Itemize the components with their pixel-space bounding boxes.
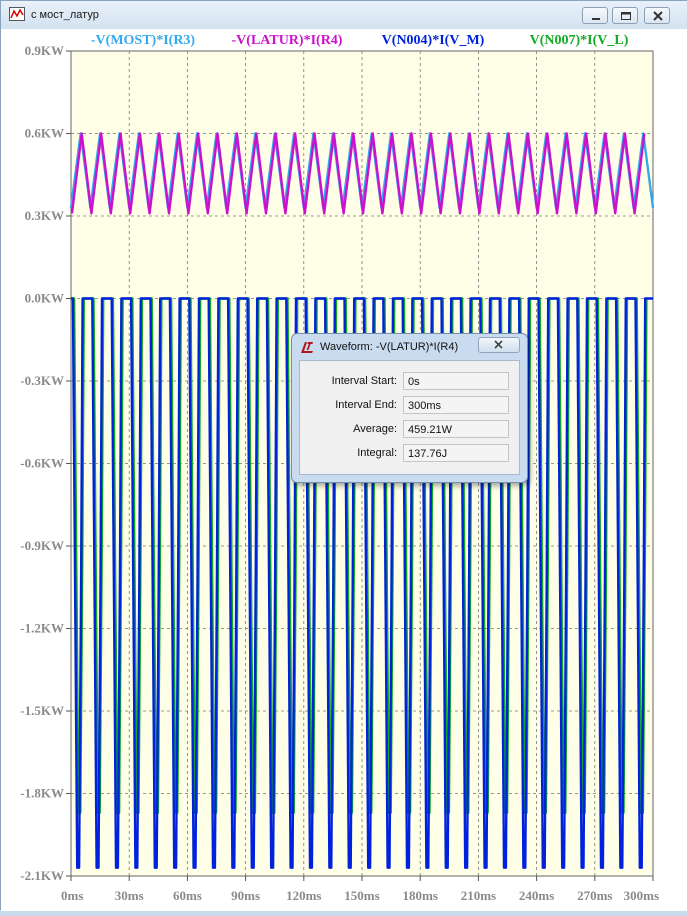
close-button[interactable] bbox=[644, 7, 670, 24]
dialog-body: Interval Start: 0s Interval End: 300ms A… bbox=[299, 360, 520, 475]
y-tick-label: 0.6KW bbox=[25, 126, 64, 141]
dialog-close-button[interactable] bbox=[478, 337, 520, 353]
legend-entry[interactable]: -V(MOST)*I(R3) bbox=[91, 33, 196, 48]
x-tick-label: 240ms bbox=[519, 888, 554, 903]
waveform-measure-dialog: Waveform: -V(LATUR)*I(R4) Interval Start… bbox=[291, 333, 528, 483]
ltspice-logo-icon bbox=[301, 342, 313, 353]
maximize-button[interactable] bbox=[612, 7, 638, 24]
y-tick-label: -2.1KW bbox=[20, 868, 64, 883]
x-tick-label: 300ms bbox=[624, 888, 659, 903]
interval-end-label: Interval End: bbox=[335, 399, 397, 411]
interval-start-label: Interval Start: bbox=[331, 375, 397, 387]
interval-end-field[interactable]: 300ms bbox=[403, 396, 509, 414]
close-icon bbox=[494, 340, 503, 349]
plot-area: -V(MOST)*I(R3) -V(LATUR)*I(R4) V(N004)*I(V… bbox=[1, 29, 687, 911]
y-tick-label: -1.8KW bbox=[20, 786, 64, 801]
y-tick-label: -1.2KW bbox=[20, 621, 64, 636]
legend-entry[interactable]: V(N007)*I(V_L) bbox=[530, 33, 629, 48]
y-tick-label: -1.5KW bbox=[20, 703, 64, 718]
y-tick-label: 0.3KW bbox=[25, 208, 64, 223]
x-tick-label: 210ms bbox=[461, 888, 496, 903]
x-tick-label: 90ms bbox=[231, 888, 260, 903]
y-tick-label: 0.0KW bbox=[25, 291, 64, 306]
x-tick-label: 0ms bbox=[61, 888, 83, 903]
legend-entry[interactable]: -V(LATUR)*I(R4) bbox=[232, 33, 343, 48]
integral-label: Integral: bbox=[357, 447, 397, 459]
x-tick-label: 60ms bbox=[173, 888, 202, 903]
dialog-title: Waveform: -V(LATUR)*I(R4) bbox=[320, 341, 459, 353]
close-icon bbox=[653, 11, 663, 21]
interval-start-field[interactable]: 0s bbox=[403, 372, 509, 390]
integral-field[interactable]: 137.76J bbox=[403, 444, 509, 462]
trace-2[interactable] bbox=[70, 132, 646, 215]
maximize-icon bbox=[621, 12, 631, 20]
x-tick-label: 180ms bbox=[403, 888, 438, 903]
x-tick-label: 150ms bbox=[344, 888, 379, 903]
y-tick-label: -0.6KW bbox=[20, 456, 64, 471]
title-bar[interactable]: с мост_латур bbox=[1, 1, 687, 29]
window-title: с мост_латур bbox=[31, 9, 99, 21]
minimize-icon bbox=[592, 18, 600, 20]
average-label: Average: bbox=[353, 423, 397, 435]
x-tick-label: 120ms bbox=[286, 888, 321, 903]
legend-entry[interactable]: V(N004)*I(V_M) bbox=[382, 33, 485, 48]
x-tick-label: 30ms bbox=[115, 888, 144, 903]
trace-3[interactable] bbox=[71, 297, 653, 869]
y-tick-label: -0.3KW bbox=[20, 373, 64, 388]
y-tick-label: -0.9KW bbox=[20, 538, 64, 553]
waveform-app-icon bbox=[9, 7, 25, 21]
y-tick-label: 0.9KW bbox=[25, 43, 64, 58]
x-tick-label: 270ms bbox=[577, 888, 612, 903]
minimize-button[interactable] bbox=[582, 7, 608, 24]
average-field[interactable]: 459.21W bbox=[403, 420, 509, 438]
